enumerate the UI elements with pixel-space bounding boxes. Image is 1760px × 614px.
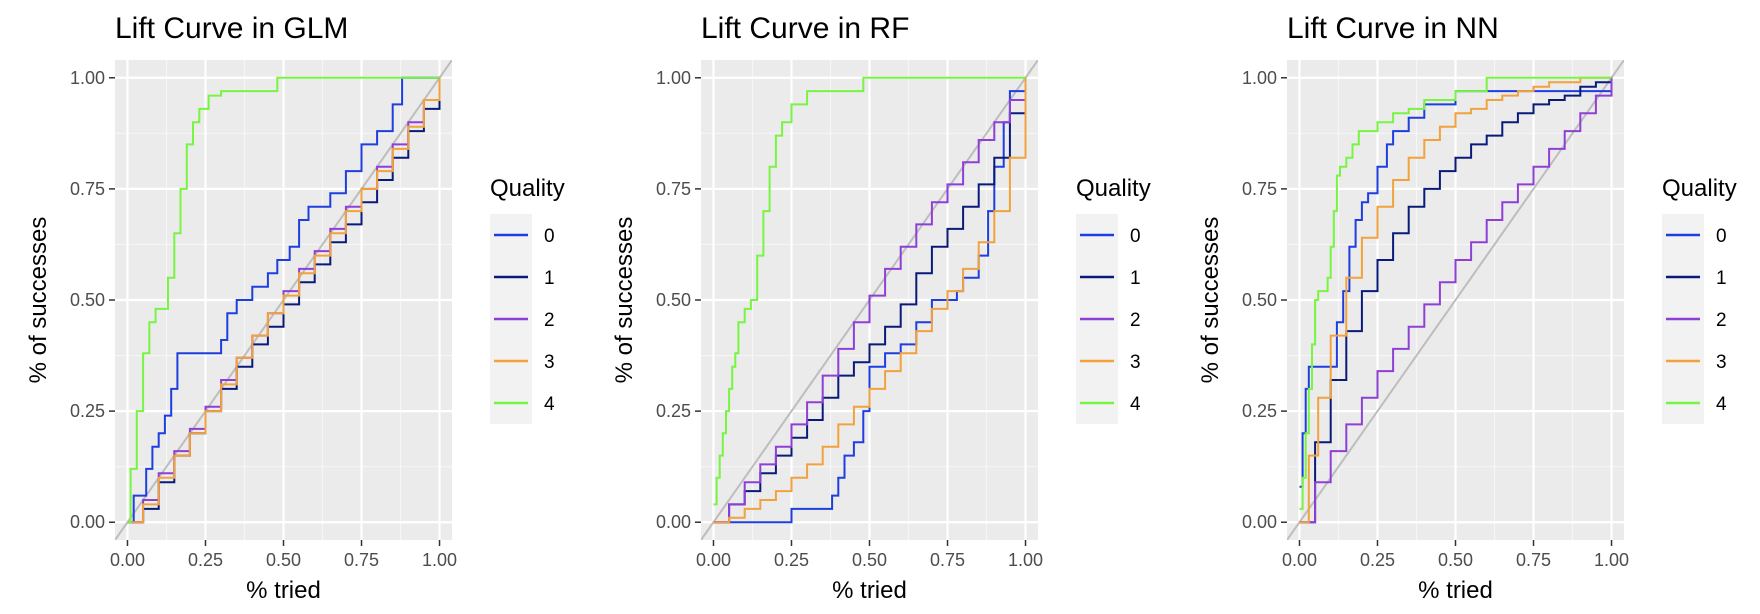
series-line-quality-3 [1299,76,1612,524]
x-tick-label: 0.25 [1360,550,1395,570]
reference-diagonal-line [1287,60,1624,540]
y-tick-label: 0.00 [70,512,105,532]
y-tick-label: 0.75 [1242,179,1277,199]
x-tick-label: 0.00 [1282,550,1317,570]
series-line-quality-3 [127,77,441,524]
series-line-quality-1 [713,77,1027,524]
y-axis-title: % of successes [611,217,638,384]
legend-label-quality-1: 1 [544,268,555,289]
x-tick-label: 0.50 [266,550,301,570]
x-tick-label: 1.00 [1594,550,1629,570]
y-axis-title: % of successes [1197,217,1224,384]
x-tick-label: 0.75 [1516,550,1551,570]
x-tick-label: 0.00 [696,550,731,570]
legend-label-quality-4: 4 [1130,394,1141,415]
x-tick-label: 0.50 [852,550,887,570]
chart-title: Lift Curve in NN [1287,12,1499,45]
y-axis-title: % of successes [25,217,52,384]
series-line-quality-3 [713,77,1027,524]
x-tick-label: 0.00 [110,550,145,570]
legend-label-quality-2: 2 [1130,310,1141,331]
legend-title: Quality [1662,175,1737,202]
y-tick-label: 0.50 [656,290,691,310]
y-tick-label: 0.75 [70,179,105,199]
chart-title: Lift Curve in GLM [115,12,348,45]
legend-title: Quality [490,175,565,202]
chart-svg-glm: 0.00 0.25 0.50 0.75 1.00 0.00 0.25 0.50 0.75 1.00… [25,12,565,604]
x-tick-label: 0.25 [774,550,809,570]
x-axis-title: % tried [832,577,907,604]
chart-panel-rf: 0.00 0.25 0.50 0.75 1.00 0.00 0.25 0.50 0.75 1.00… [586,0,1172,614]
chart-title: Lift Curve in RF [701,12,909,45]
y-tick-label: 0.00 [656,512,691,532]
series-line-quality-2 [713,77,1027,524]
legend-label-quality-2: 2 [544,310,555,331]
y-tick-label: 0.25 [1242,401,1277,421]
legend-label-quality-0: 0 [1130,226,1141,247]
y-tick-label: 1.00 [1242,68,1277,88]
legend-label-quality-2: 2 [1716,310,1727,331]
y-tick-label: 0.75 [656,179,691,199]
legend-label-quality-0: 0 [544,226,555,247]
series-line-quality-4 [713,76,1026,506]
legend-label-quality-1: 1 [1716,268,1727,289]
y-tick-label: 1.00 [70,68,105,88]
legend-label-quality-4: 4 [544,394,555,415]
x-tick-label: 0.75 [930,550,965,570]
series-line-quality-1 [1299,77,1613,524]
x-axis-title: % tried [246,577,321,604]
series-line-quality-4 [127,76,440,524]
series-line-quality-0 [127,76,440,524]
y-tick-label: 0.25 [70,401,105,421]
legend-title: Quality [1076,175,1151,202]
legend-label-quality-3: 3 [1716,352,1727,373]
y-tick-label: 0.25 [656,401,691,421]
x-tick-label: 1.00 [1008,550,1043,570]
x-tick-label: 0.75 [344,550,379,570]
legend-label-quality-4: 4 [1716,394,1727,415]
chart-panel-glm: 0.00 0.25 0.50 0.75 1.00 0.00 0.25 0.50 0.75 1.00… [0,0,586,614]
y-tick-label: 0.50 [1242,290,1277,310]
series-line-quality-2 [1299,77,1613,524]
chart-panel-nn: 0.00 0.25 0.50 0.75 1.00 0.00 0.25 0.50 0.75 1.00… [1172,0,1758,614]
chart-svg-nn: 0.00 0.25 0.50 0.75 1.00 0.00 0.25 0.50 0.75 1.00… [1197,12,1737,604]
x-tick-label: 0.50 [1438,550,1473,570]
legend-label-quality-1: 1 [1130,268,1141,289]
legend-label-quality-0: 0 [1716,226,1727,247]
y-tick-label: 0.50 [70,290,105,310]
legend-label-quality-3: 3 [544,352,555,373]
x-tick-label: 0.25 [188,550,223,570]
series-line-quality-4 [1299,76,1612,510]
y-tick-label: 0.00 [1242,512,1277,532]
x-tick-label: 1.00 [422,550,457,570]
y-tick-label: 1.00 [656,68,691,88]
x-axis-title: % tried [1418,577,1493,604]
chart-svg-rf: 0.00 0.25 0.50 0.75 1.00 0.00 0.25 0.50 0.75 1.00… [611,12,1151,604]
legend-label-quality-3: 3 [1130,352,1141,373]
